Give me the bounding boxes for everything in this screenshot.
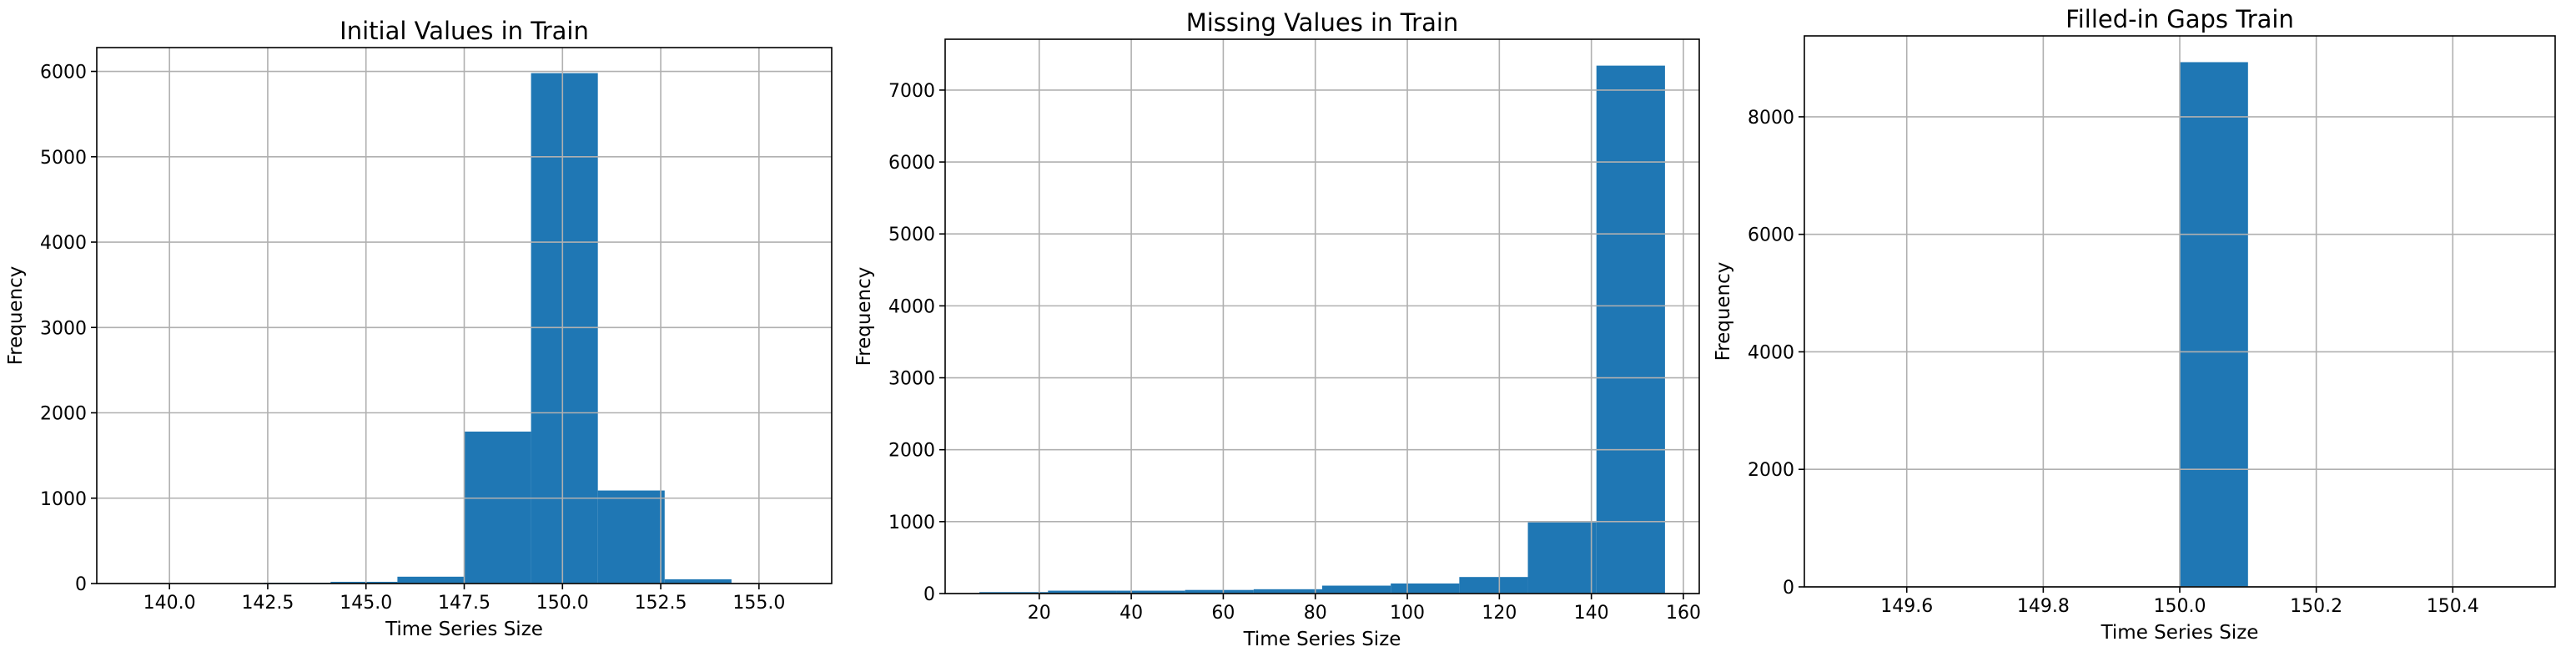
y-tick-label: 6000: [888, 153, 935, 174]
y-tick-label: 0: [75, 574, 87, 595]
chart-title: Initial Values in Train: [340, 17, 589, 45]
x-axis-label: Time Series Size: [1243, 629, 1401, 650]
bar: [1048, 590, 1117, 594]
y-tick-label: 2000: [40, 404, 87, 425]
x-tick-label: 80: [1304, 603, 1327, 624]
x-tick-label: 150.2: [2290, 596, 2342, 617]
y-tick-label: 6000: [1748, 225, 1794, 246]
bar: [597, 490, 665, 584]
x-tick-label: 149.8: [2017, 596, 2070, 617]
y-tick-label: 7000: [888, 81, 935, 102]
x-tick-label: 120: [1482, 603, 1517, 624]
x-tick-label: 149.6: [1880, 596, 1933, 617]
x-tick-label: 100: [1390, 603, 1425, 624]
y-tick-label: 5000: [888, 225, 935, 245]
y-tick-label: 6000: [40, 63, 87, 83]
y-axis-label: Frequency: [1713, 262, 1734, 361]
y-tick-label: 4000: [40, 233, 87, 254]
x-tick-label: 150.4: [2427, 596, 2479, 617]
bar: [464, 432, 531, 584]
y-axis-label: Frequency: [853, 267, 875, 366]
bar: [1253, 589, 1322, 594]
y-tick-label: 4000: [1748, 342, 1794, 363]
x-tick-label: 145.0: [340, 593, 392, 614]
x-axis-label: Time Series Size: [385, 619, 543, 640]
x-axis-label: Time Series Size: [2101, 622, 2259, 644]
bar: [531, 73, 598, 584]
y-tick-label: 3000: [40, 318, 87, 339]
x-tick-label: 60: [1211, 603, 1235, 624]
bar: [664, 579, 732, 584]
bar: [397, 576, 465, 584]
y-tick-label: 2000: [888, 441, 935, 462]
x-tick-label: 140: [1574, 603, 1609, 624]
y-tick-label: 8000: [1748, 108, 1794, 129]
plot-frame: [1804, 35, 2556, 588]
bar: [1527, 522, 1597, 594]
bar: [1116, 590, 1185, 594]
bar: [1391, 583, 1460, 594]
bar: [1185, 589, 1254, 594]
y-tick-label: 3000: [888, 369, 935, 390]
x-tick-label: 150.0: [2154, 596, 2206, 617]
y-tick-label: 1000: [888, 513, 935, 533]
plot-frame: [96, 47, 833, 584]
bar: [330, 581, 398, 584]
x-tick-label: 150.0: [536, 593, 589, 614]
y-tick-label: 0: [923, 584, 935, 605]
chart: 149.6 149.8 150.0 150.2 150.4 0 2000 4000 6000 80…: [1713, 5, 2556, 644]
plot-frame: [944, 38, 1700, 594]
bar: [1596, 65, 1665, 594]
y-tick-label: 1000: [40, 489, 87, 510]
bar: [1459, 577, 1528, 594]
x-tick-label: 152.5: [635, 593, 687, 614]
y-tick-label: 2000: [1748, 460, 1794, 481]
chart: 20 40 60 80 100 120 140 160 0 1000 2000 3000 4000 500…: [853, 8, 1701, 650]
x-tick-label: 20: [1028, 603, 1051, 624]
x-tick-label: 147.5: [438, 593, 491, 614]
x-tick-label: 140.0: [143, 593, 196, 614]
y-tick-label: 5000: [40, 148, 87, 169]
chart: 140.0 142.5 145.0 147.5 150.0 152.5 155.0 0 1000…: [5, 17, 833, 640]
bar: [979, 592, 1049, 594]
bar: [1322, 585, 1391, 594]
y-tick-label: 0: [1783, 578, 1794, 599]
x-tick-label: 40: [1119, 603, 1143, 624]
bar: [2180, 62, 2248, 587]
y-axis-label: Frequency: [5, 266, 27, 366]
chart-title: Missing Values in Train: [1186, 8, 1459, 37]
chart-title: Filled-in Gaps Train: [2065, 5, 2294, 33]
x-tick-label: 155.0: [732, 593, 785, 614]
x-tick-label: 160: [1666, 603, 1701, 624]
y-tick-label: 4000: [888, 296, 935, 317]
x-tick-label: 142.5: [241, 593, 294, 614]
